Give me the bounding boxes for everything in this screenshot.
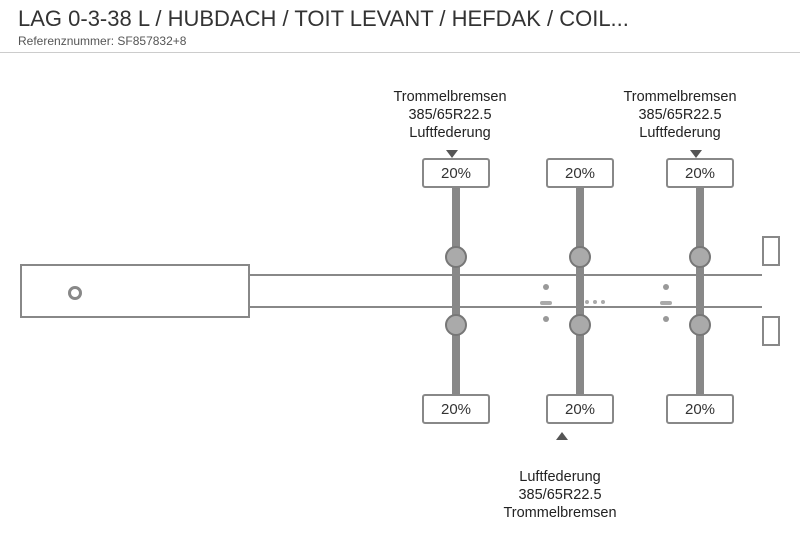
- axle-2: 20% 20%: [540, 158, 620, 424]
- axle-shaft: [452, 188, 460, 394]
- ref-label: Referenznummer:: [18, 34, 114, 48]
- hub-icon: [689, 314, 711, 336]
- axle-info-top-left: Trommelbremsen 385/65R22.5 Luftfederung: [370, 88, 530, 142]
- axle-info-bottom: Luftfederung 385/65R22.5 Trommelbremsen: [480, 468, 640, 522]
- tire-wear-box: 20%: [422, 394, 490, 424]
- kingpin-icon: [68, 286, 82, 300]
- rear-light-icon: [762, 316, 780, 346]
- axle-shaft: [696, 188, 704, 394]
- hub-icon: [445, 246, 467, 268]
- rear-light-icon: [762, 236, 780, 266]
- axle-3: 20% 20%: [660, 158, 740, 424]
- arrow-down-icon: [446, 150, 458, 158]
- reference-line: Referenznummer: SF857832+8: [0, 34, 800, 53]
- axle-info-top-right: Trommelbremsen 385/65R22.5 Luftfederung: [600, 88, 760, 142]
- tire-size: 385/65R22.5: [600, 106, 760, 124]
- hub-icon: [569, 314, 591, 336]
- tire-wear-box: 20%: [666, 158, 734, 188]
- tire-wear-box: 20%: [546, 158, 614, 188]
- arrow-up-icon: [556, 432, 568, 440]
- axle-1: 20% 20%: [416, 158, 496, 424]
- tire-wear-box: 20%: [546, 394, 614, 424]
- axle-shaft: [576, 188, 584, 394]
- tire-size: 385/65R22.5: [480, 486, 640, 504]
- hub-icon: [445, 314, 467, 336]
- suspension: Luftfederung: [370, 124, 530, 142]
- arrow-down-icon: [690, 150, 702, 158]
- tire-size: 385/65R22.5: [370, 106, 530, 124]
- kingpin-box: [20, 264, 250, 318]
- hub-icon: [689, 246, 711, 268]
- page-title: LAG 0-3-38 L / HUBDACH / TOIT LEVANT / H…: [0, 0, 800, 34]
- tire-wear-box: 20%: [666, 394, 734, 424]
- tire-wear-box: 20%: [422, 158, 490, 188]
- axle-diagram: Trommelbremsen 385/65R22.5 Luftfederung …: [0, 58, 800, 536]
- brake-type: Trommelbremsen: [600, 88, 760, 106]
- suspension: Luftfederung: [600, 124, 760, 142]
- ref-value: SF857832+8: [117, 34, 186, 48]
- rear-plate: [762, 236, 780, 346]
- brake-type: Trommelbremsen: [370, 88, 530, 106]
- brake-type: Trommelbremsen: [480, 504, 640, 522]
- suspension: Luftfederung: [480, 468, 640, 486]
- hub-icon: [569, 246, 591, 268]
